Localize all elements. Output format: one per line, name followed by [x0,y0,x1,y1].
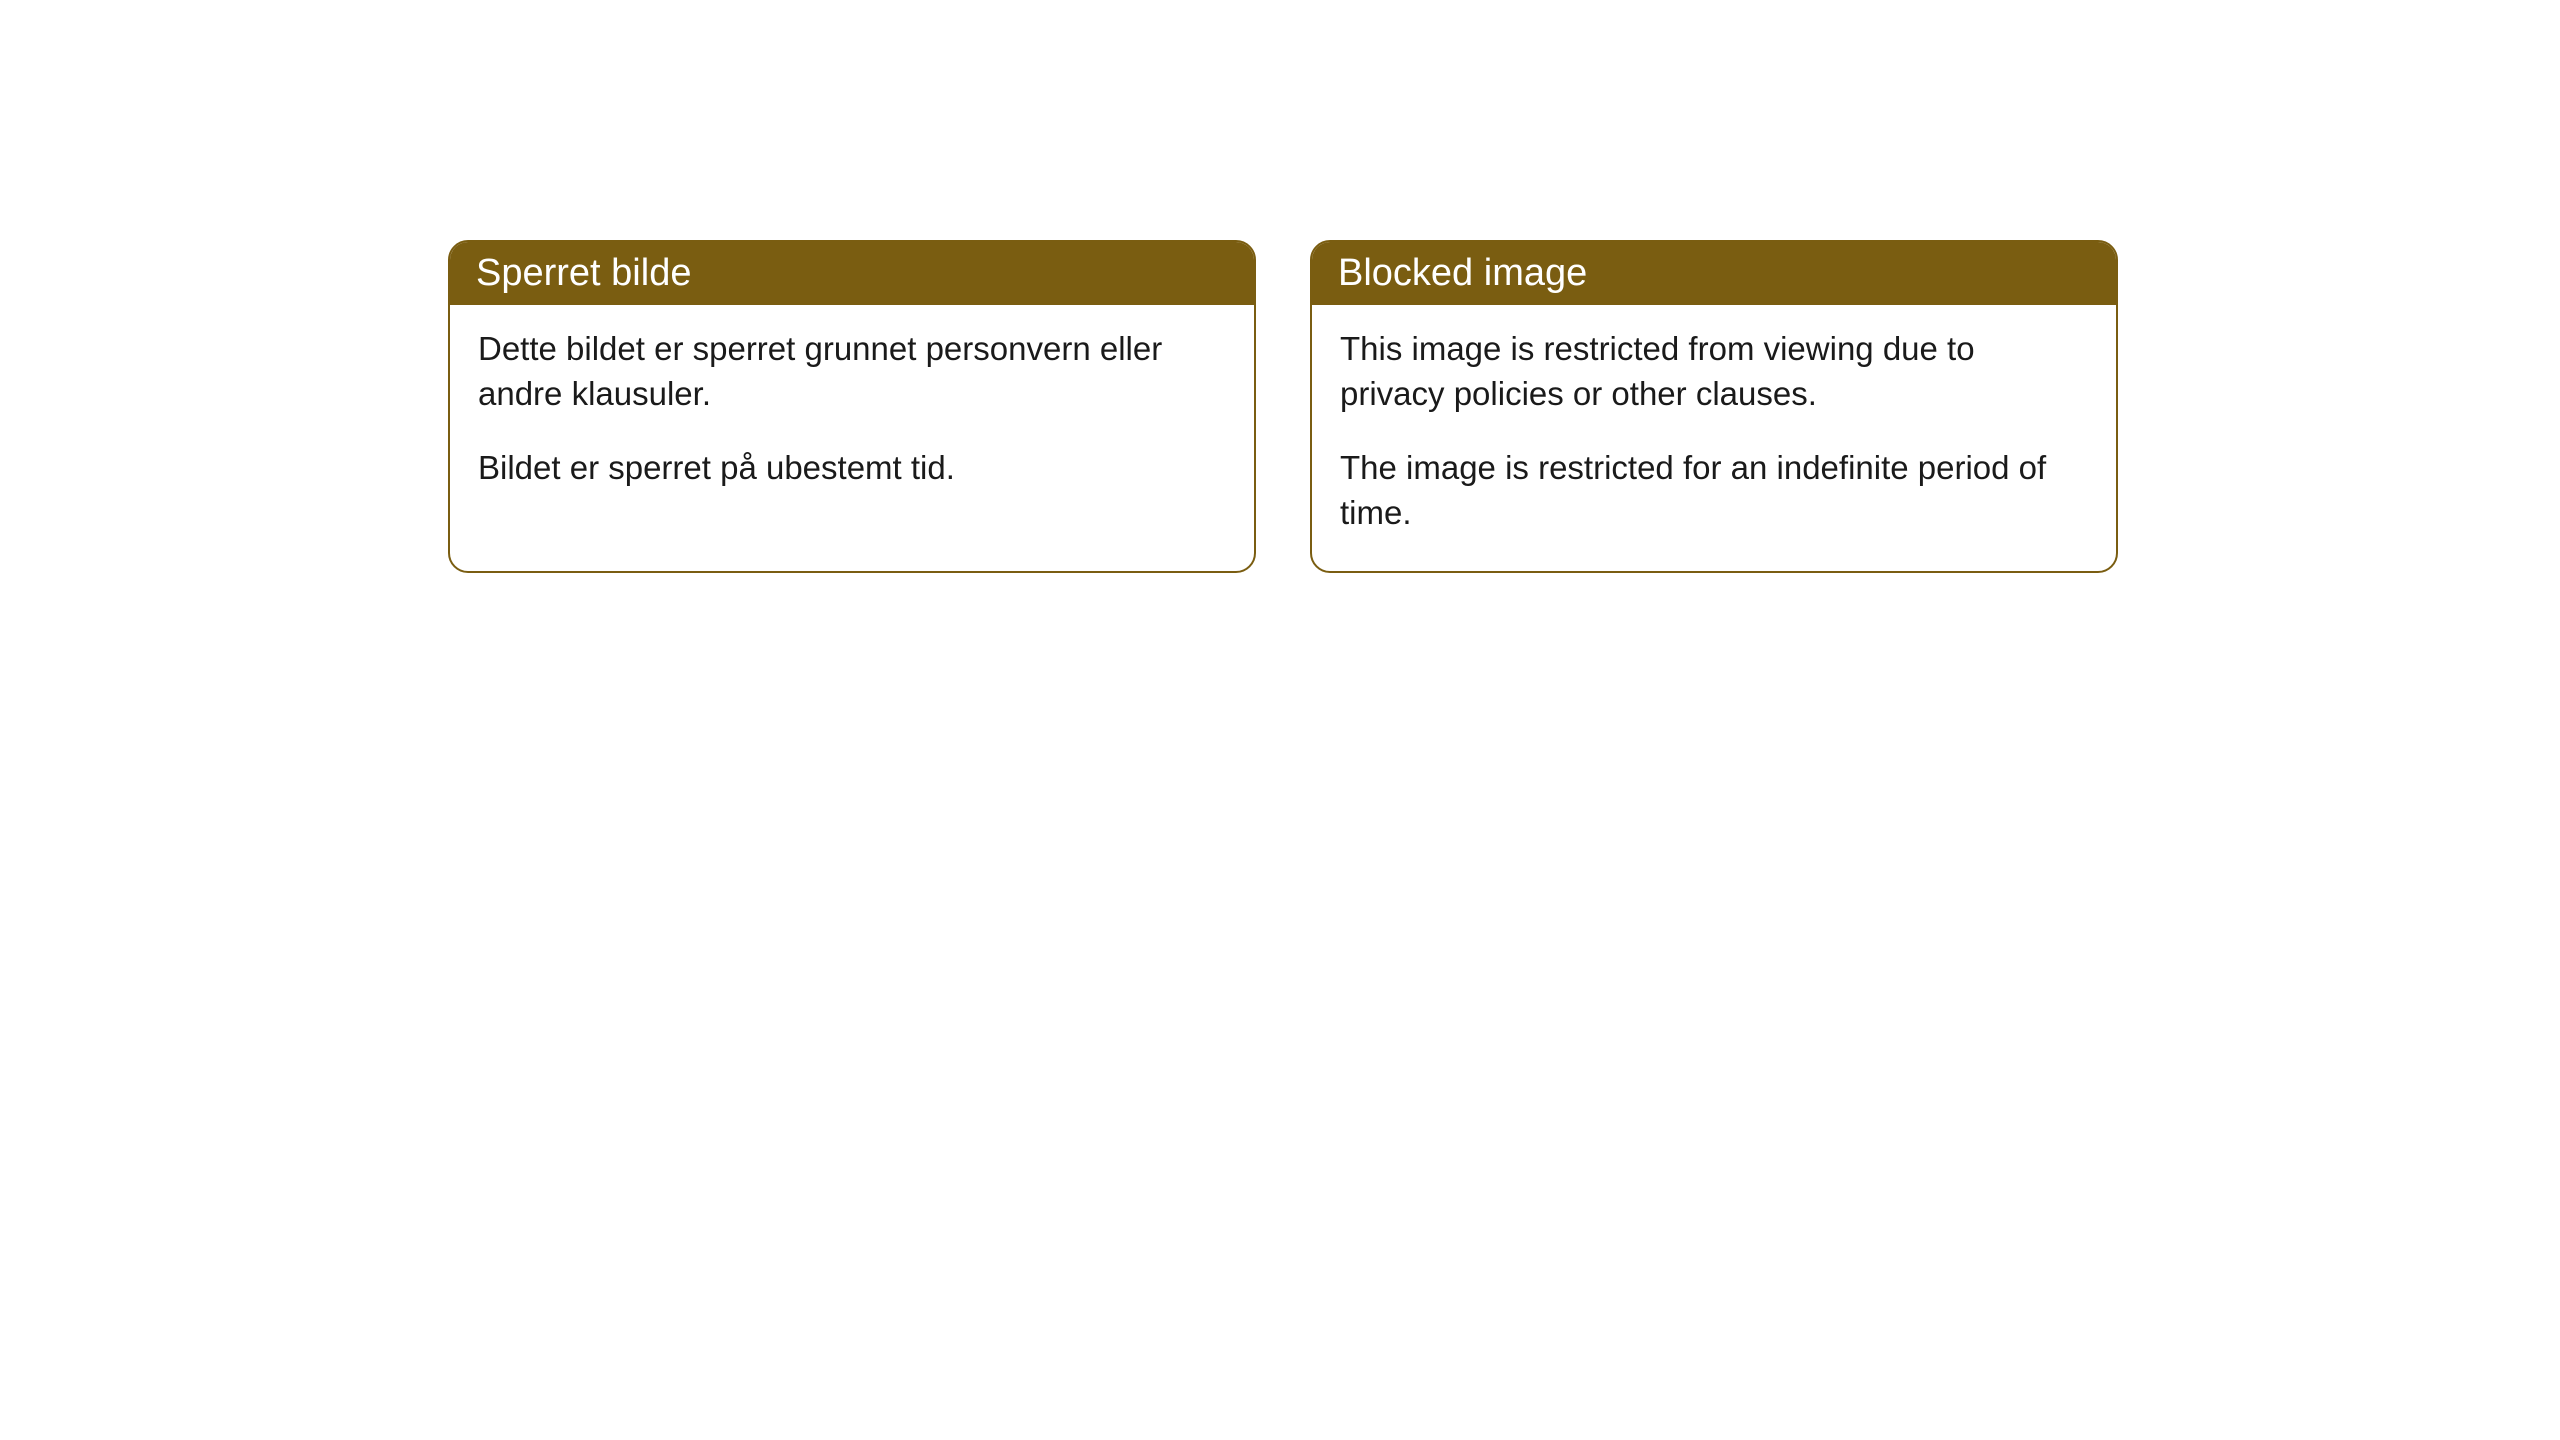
card-body: This image is restricted from viewing du… [1312,305,2116,571]
card-header: Sperret bilde [450,242,1254,305]
card-paragraph: Bildet er sperret på ubestemt tid. [478,446,1226,491]
card-body: Dette bildet er sperret grunnet personve… [450,305,1254,527]
card-title: Sperret bilde [476,252,691,294]
card-paragraph: This image is restricted from viewing du… [1340,327,2088,416]
card-paragraph: Dette bildet er sperret grunnet personve… [478,327,1226,416]
card-header: Blocked image [1312,242,2116,305]
notice-container: Sperret bilde Dette bildet er sperret gr… [448,240,2118,573]
notice-card-english: Blocked image This image is restricted f… [1310,240,2118,573]
notice-card-norwegian: Sperret bilde Dette bildet er sperret gr… [448,240,1256,573]
card-title: Blocked image [1338,252,1587,294]
card-paragraph: The image is restricted for an indefinit… [1340,446,2088,535]
